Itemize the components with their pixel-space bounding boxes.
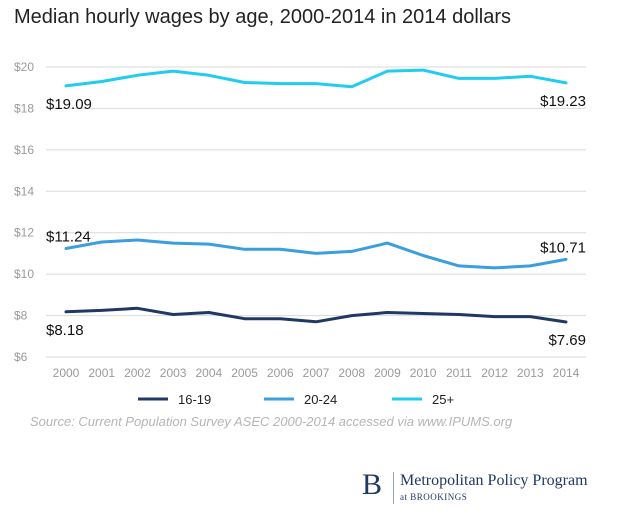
line-chart: $6 $8 $10 $12 $14 $16 $18 $20 2000 2001 2002 2003 20… — [14, 60, 586, 407]
source-note: Source: Current Population Survey ASEC 2… — [30, 414, 513, 429]
legend-label: 20-24 — [304, 392, 337, 407]
x-tick-label: 2011 — [446, 366, 472, 380]
y-tick-label: $20 — [14, 60, 34, 74]
x-tick-label: 2010 — [410, 366, 437, 380]
logo-subtitle: at BROOKINGS — [400, 492, 468, 502]
data-label-end: $19.23 — [540, 93, 586, 110]
x-tick-label: 2012 — [481, 366, 508, 380]
x-tick-label: 2001 — [88, 366, 115, 380]
data-label-end: $10.71 — [540, 239, 586, 256]
logo-program-name: Metropolitan Policy Program — [400, 472, 588, 489]
x-tick-label: 2007 — [303, 366, 330, 380]
data-label-start: $8.18 — [46, 322, 84, 339]
y-tick-label: $14 — [14, 184, 34, 198]
x-tick-label: 2000 — [53, 366, 80, 380]
legend-label: 16-19 — [178, 392, 211, 407]
series-line-25+ — [64, 68, 568, 89]
chart-title: Median hourly wages by age, 2000-2014 in… — [14, 6, 512, 28]
y-tick-label: $6 — [14, 350, 28, 364]
x-tick-label: 2004 — [196, 366, 223, 380]
y-tick-label: $16 — [14, 143, 34, 157]
y-tick-label: $8 — [14, 309, 28, 323]
logo-letter: B — [362, 468, 383, 501]
x-tick-label: 2002 — [124, 366, 151, 380]
x-tick-label: 2013 — [517, 366, 544, 380]
series-line-20-24 — [64, 238, 568, 270]
series-line-16-19 — [64, 306, 568, 324]
x-tick-label: 2009 — [374, 366, 401, 380]
x-tick-label: 2003 — [160, 366, 187, 380]
data-label-end: $7.69 — [548, 332, 586, 349]
x-tick-label: 2014 — [553, 366, 580, 380]
legend-label: 25+ — [432, 392, 454, 407]
x-tick-label: 2005 — [231, 366, 258, 380]
data-label-start: $19.09 — [46, 96, 92, 113]
y-tick-label: $18 — [14, 101, 34, 115]
x-tick-label: 2006 — [267, 366, 294, 380]
data-label-start: $11.24 — [46, 228, 91, 245]
y-tick-label: $12 — [14, 226, 34, 240]
x-tick-label: 2008 — [338, 366, 365, 380]
y-tick-label: $10 — [14, 267, 34, 281]
logo-divider — [393, 472, 394, 504]
